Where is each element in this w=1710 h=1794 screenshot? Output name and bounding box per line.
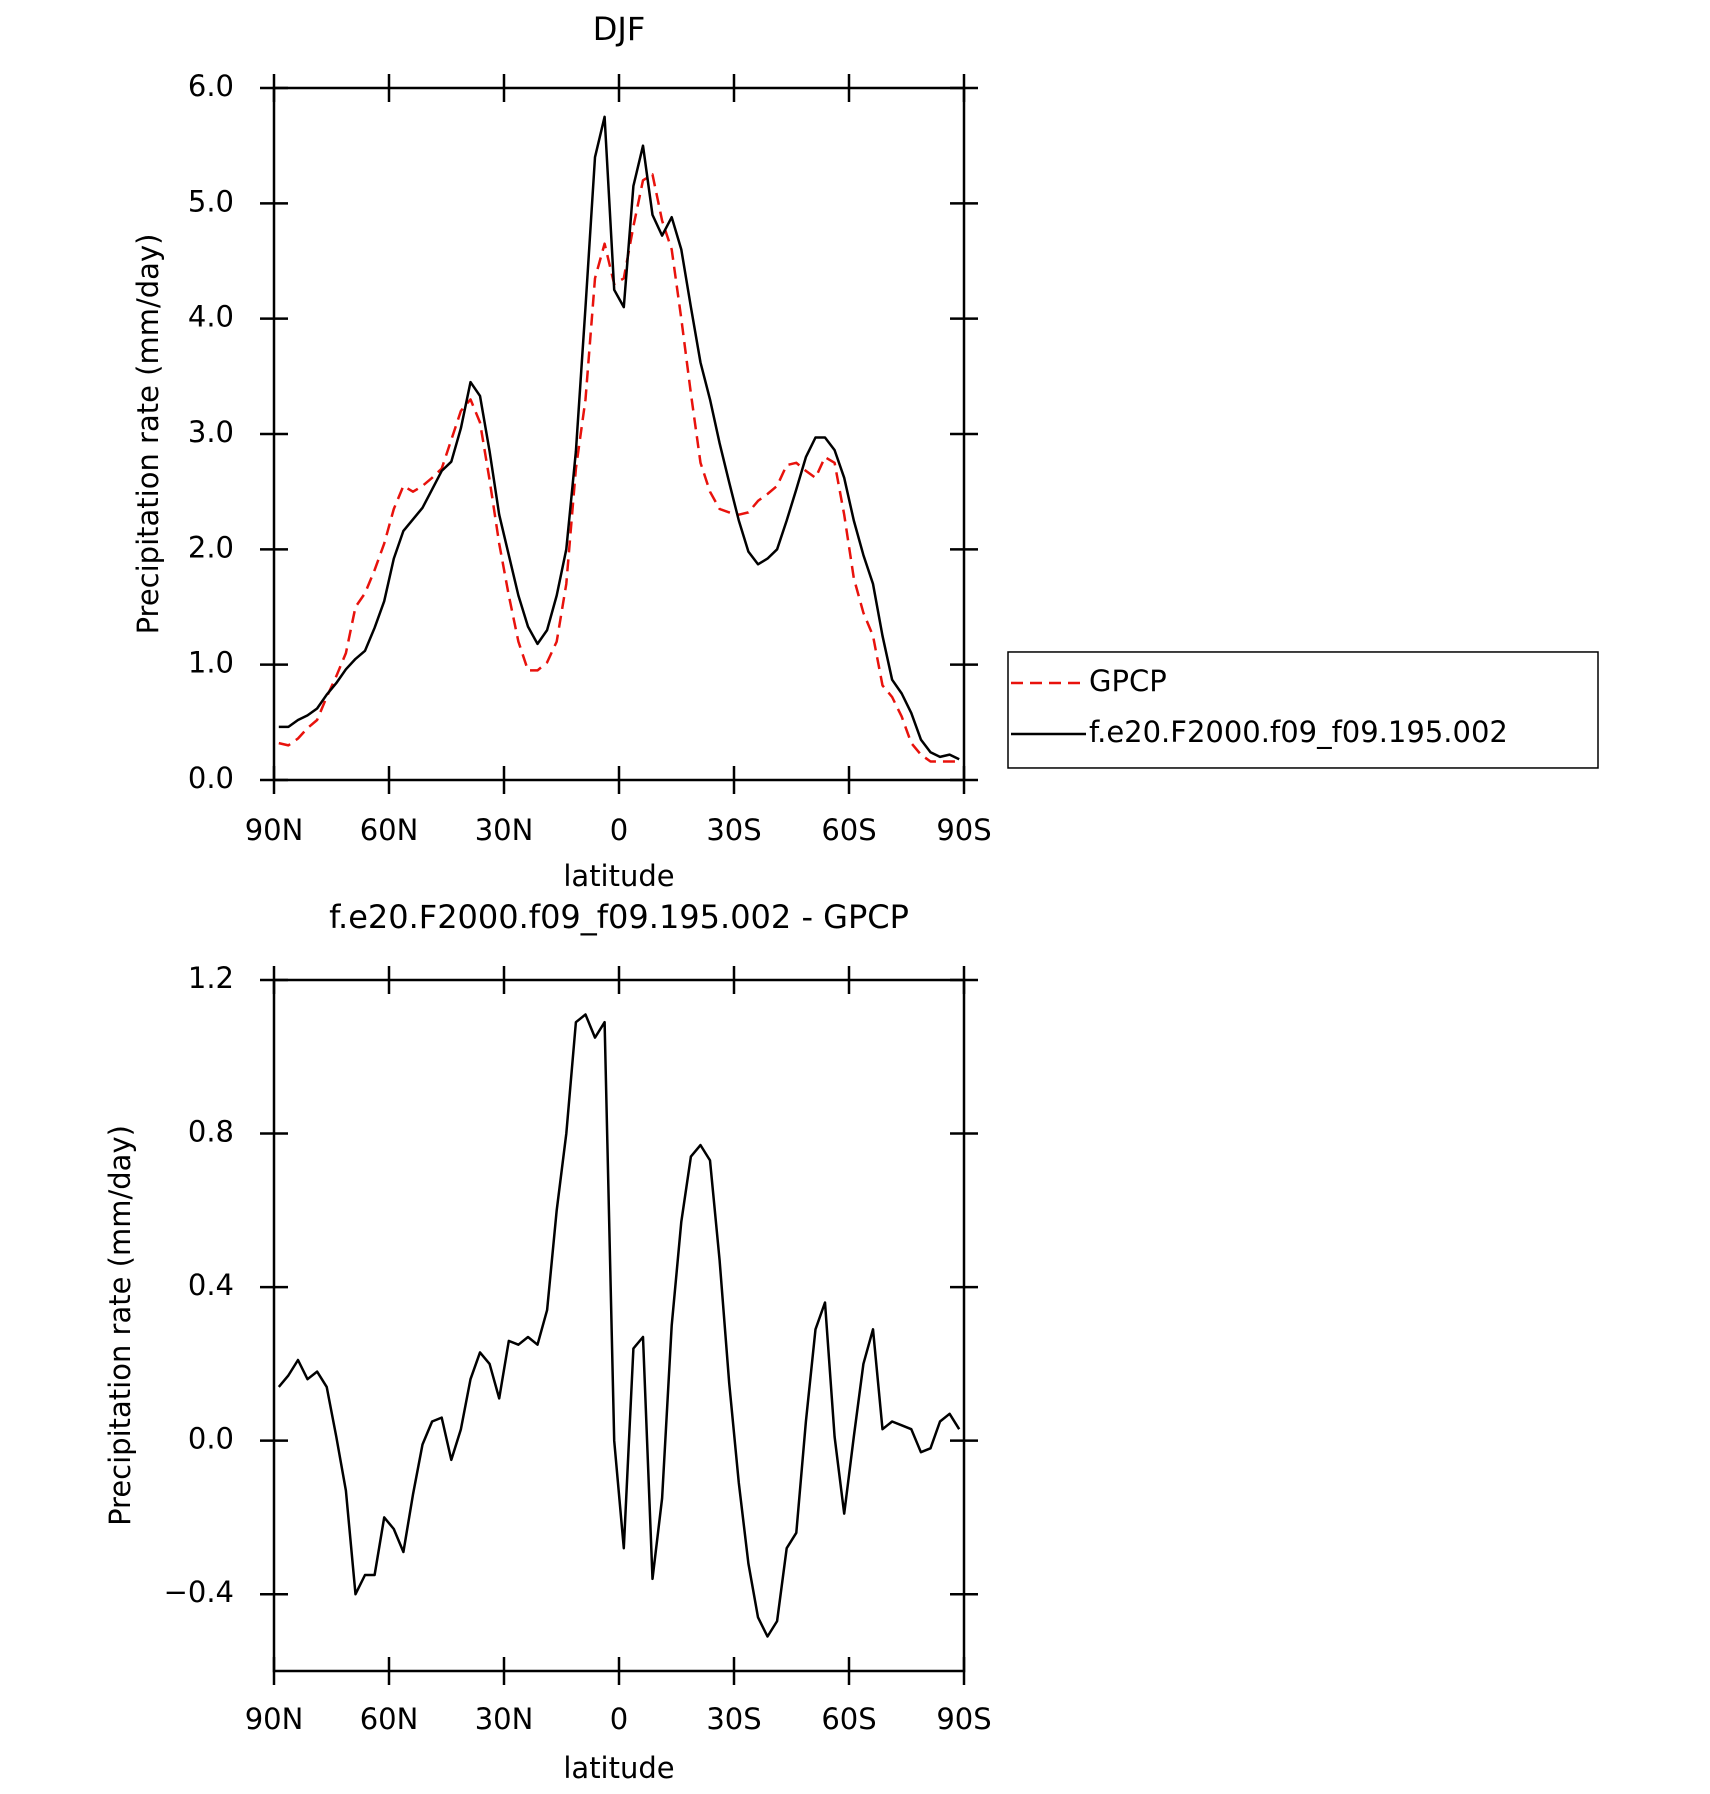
x-tick-label: 90N xyxy=(245,1702,304,1736)
legend-box xyxy=(1007,651,1599,769)
legend-label: f.e20.F2000.f09_f09.195.002 xyxy=(1089,715,1508,749)
data-line xyxy=(277,1013,961,1638)
x-tick-label: 30N xyxy=(475,813,534,847)
legend: GPCP f.e20.F2000.f09_f09.195.002 xyxy=(1007,651,1599,769)
y-tick-label: 3.0 xyxy=(188,415,234,449)
y-tick-label: 1.2 xyxy=(188,961,234,995)
y-tick-label: −0.4 xyxy=(164,1575,234,1609)
x-tick-label: 30S xyxy=(706,1702,761,1736)
chart-title: DJF xyxy=(593,10,645,48)
y-tick-label: 2.0 xyxy=(188,530,234,564)
x-tick-label: 90S xyxy=(936,1702,991,1736)
x-tick-label: 60N xyxy=(360,1702,419,1736)
x-tick-label: 0 xyxy=(610,813,628,847)
y-tick-label: 5.0 xyxy=(188,184,234,218)
x-tick-label: 90S xyxy=(936,813,991,847)
data-line xyxy=(278,173,960,763)
y-tick-label: 4.0 xyxy=(188,300,234,334)
x-tick-label: 60S xyxy=(821,1702,876,1736)
legend-label: GPCP xyxy=(1089,664,1167,698)
y-tick-label: 0.4 xyxy=(188,1268,234,1302)
x-tick-label: 60S xyxy=(821,813,876,847)
x-tick-label: 30S xyxy=(706,813,761,847)
y-tick-label: 0.0 xyxy=(188,1422,234,1456)
x-tick-label: 60N xyxy=(360,813,419,847)
y-axis-label: Precipitation rate (mm/day) xyxy=(103,1125,137,1526)
y-tick-label: 0.8 xyxy=(188,1115,234,1149)
x-tick-label: 30N xyxy=(475,1702,534,1736)
x-tick-label: 0 xyxy=(610,1702,628,1736)
plot-frame xyxy=(272,978,966,1673)
y-tick-label: 6.0 xyxy=(188,69,234,103)
x-axis-label: latitude xyxy=(563,859,674,893)
plot-frame xyxy=(272,86,966,782)
data-line xyxy=(278,115,960,761)
y-axis-label: Precipitation rate (mm/day) xyxy=(131,234,165,635)
y-tick-label: 1.0 xyxy=(188,646,234,680)
x-axis-label: latitude xyxy=(563,1751,674,1785)
y-tick-label: 0.0 xyxy=(188,761,234,795)
x-tick-label: 90N xyxy=(245,813,304,847)
chart-title: f.e20.F2000.f09_f09.195.002 - GPCP xyxy=(329,898,909,936)
